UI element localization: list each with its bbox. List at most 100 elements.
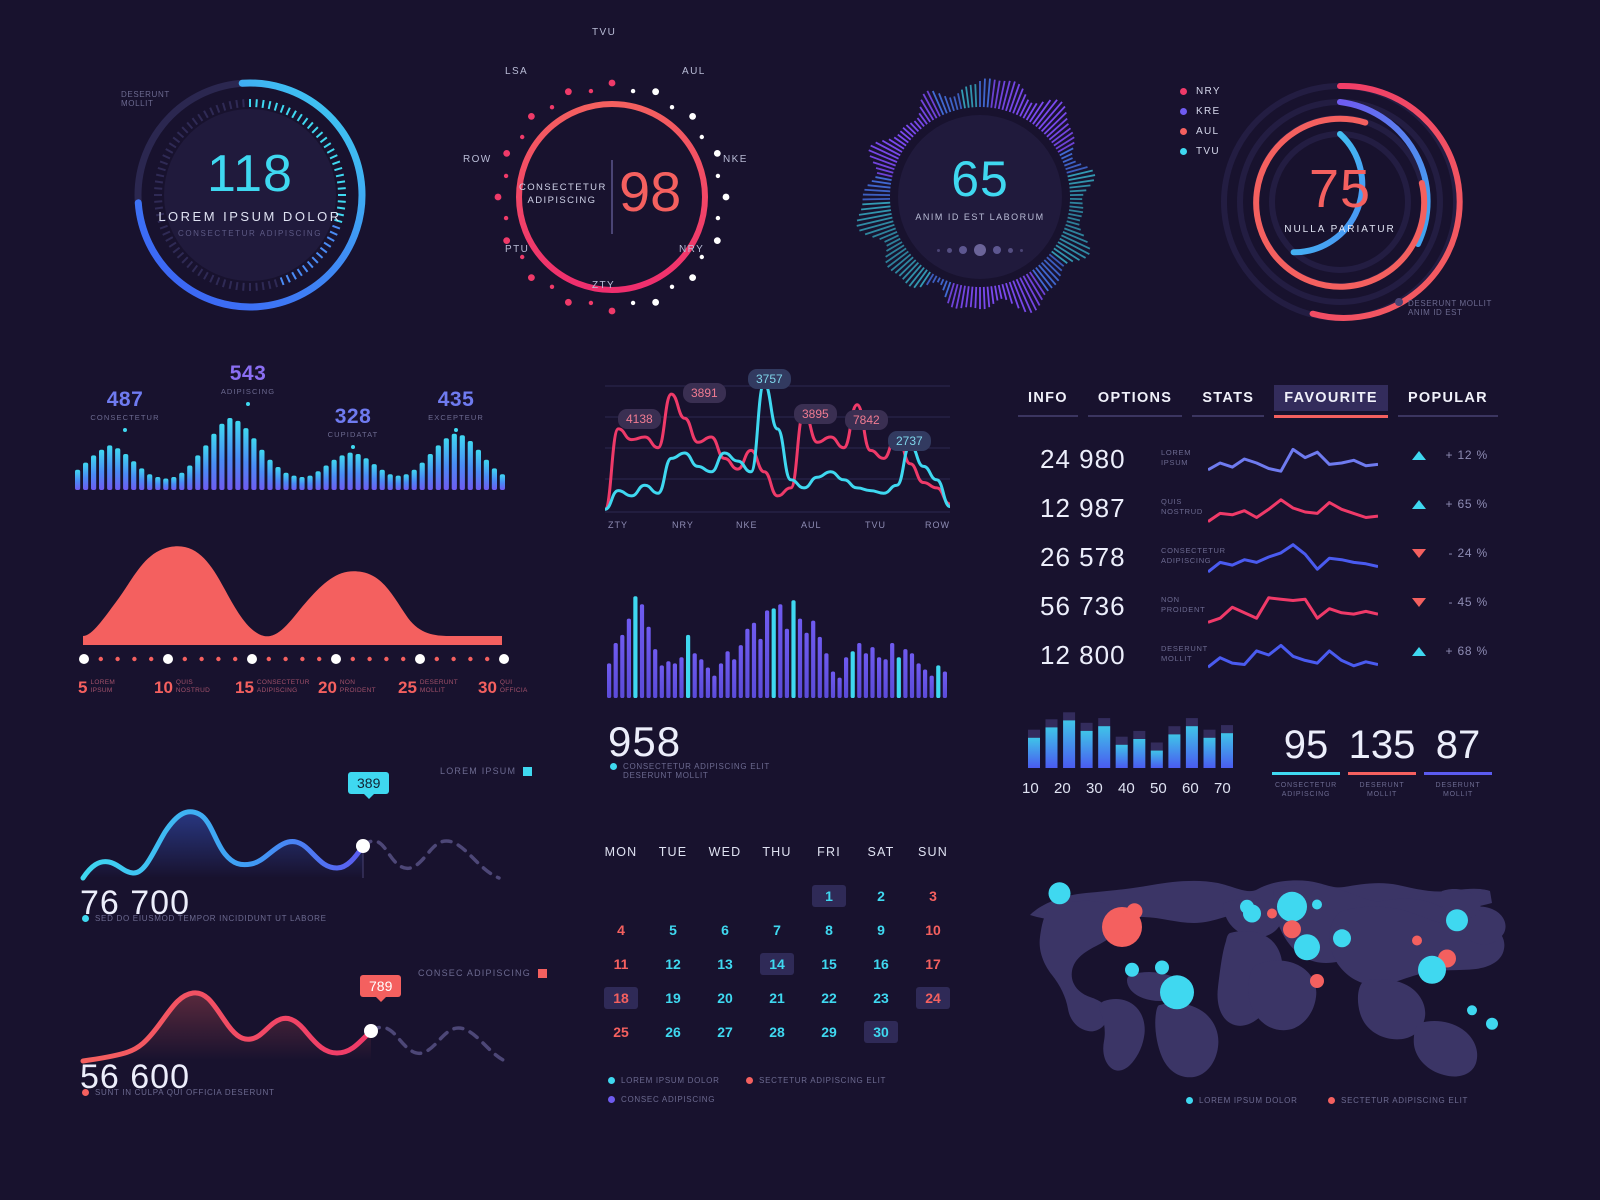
gauge-98[interactable]: CONSECTETUR ADIPISCING 98 TVU AUL NKE NR… [463, 27, 746, 322]
gauge-98-label: CONSECTETUR ADIPISCING [519, 182, 607, 206]
equalizer-chart-svg [607, 596, 947, 698]
gauge-98-tick-ZTY: ZTY [592, 280, 616, 291]
gauge-75[interactable]: 75 NULLA PARIATUR NRY KRE AUL TVU DESERU… [1180, 72, 1491, 332]
calendar-day-30[interactable]: 30 [864, 1021, 898, 1043]
gauge-75-legend-item[interactable]: KRE [1180, 106, 1221, 117]
timeline-dots[interactable] [78, 652, 510, 664]
annotation-3757[interactable]: 3757 [748, 369, 791, 389]
trend-red-badge[interactable]: 789 [360, 975, 402, 1002]
timeline-item-0[interactable]: 5 LOREM IPSUM [78, 678, 116, 697]
peak-dot-icon [454, 428, 458, 432]
tab-stats[interactable]: STATS [1192, 385, 1265, 418]
tab-info[interactable]: INFO [1018, 385, 1078, 418]
stat-row[interactable]: 56 736 NON PROIDENT - 45 % [1018, 587, 1498, 635]
calendar-day-24[interactable]: 24 [916, 987, 950, 1009]
tab-options[interactable]: OPTIONS [1087, 385, 1183, 418]
gauge-98-tick-NKE: NKE [723, 154, 748, 165]
wave-bar-chart[interactable] [75, 418, 505, 490]
calendar-legend-item-1[interactable]: SECTETUR ADIPISCING ELIT [746, 1076, 886, 1085]
stat-row[interactable]: 26 578 CONSECTETUR ADIPISCING - 24 % [1018, 538, 1498, 586]
gauge-75-legend-item[interactable]: AUL [1180, 126, 1221, 137]
calendar-day-14[interactable]: 14 [760, 953, 794, 975]
world-map[interactable] [1012, 855, 1512, 1080]
calendar-day-25[interactable]: 25 [613, 1024, 629, 1040]
stat-row[interactable]: 24 980 LOREM IPSUM + 12 % [1018, 440, 1498, 488]
timeline-item-5[interactable]: 30 QUI OFFICIA [478, 678, 528, 697]
calendar-day-9[interactable]: 9 [877, 922, 885, 938]
calendar-day-21[interactable]: 21 [769, 990, 785, 1006]
timeline-item-1[interactable]: 10 QUIS NOSTRUD [154, 678, 211, 697]
calendar-legend-item-2[interactable]: CONSEC ADIPISCING [608, 1095, 968, 1104]
gauge-75-center: 75 NULLA PARIATUR [1210, 162, 1470, 235]
calendar-day-18[interactable]: 18 [604, 987, 638, 1009]
trend-cyan-badge[interactable]: 389 [348, 772, 390, 799]
calendar-day-20[interactable]: 20 [717, 990, 733, 1006]
calendar-day-16[interactable]: 16 [873, 956, 889, 972]
gauge-75-legend-item[interactable]: TVU [1180, 146, 1221, 157]
trend-cyan-legend: LOREM IPSUM [440, 766, 533, 777]
gauge-118[interactable]: 118 LOREM IPSUM DOLOR CONSECTETUR ADIPIS… [121, 70, 375, 320]
calendar-header-tue: TUE [658, 845, 688, 859]
calendar-day-8[interactable]: 8 [825, 922, 833, 938]
tab-popular[interactable]: POPULAR [1397, 385, 1498, 418]
kpi-135[interactable]: 135 DESERUNT MOLLIT [1348, 723, 1416, 799]
timeline-item-4[interactable]: 25 DESERUNT MOLLIT [398, 678, 459, 697]
gauge-75-value: 75 [1308, 159, 1372, 219]
calendar-legend-item-0[interactable]: LOREM IPSUM DOLOR [608, 1076, 720, 1085]
annotation-7842[interactable]: 7842 [845, 410, 888, 430]
calendar-day-1[interactable]: 1 [812, 885, 846, 907]
trend-red-chart[interactable] [75, 965, 515, 1075]
calendar-day-13[interactable]: 13 [717, 956, 733, 972]
calendar-day-15[interactable]: 15 [821, 956, 837, 972]
tab-favourite[interactable]: FAVOURITE [1274, 385, 1388, 418]
map-legend-item-0[interactable]: LOREM IPSUM DOLOR [1186, 1096, 1298, 1105]
world-map-bubbles[interactable] [1048, 882, 1499, 1030]
gauge-75-legend-item[interactable]: NRY [1180, 86, 1221, 97]
legend-swatch-icon [523, 767, 533, 777]
calendar-day-27[interactable]: 27 [717, 1024, 733, 1040]
calendar[interactable]: MON TUE WED THU FRI SAT SUN 1 2 3 4 5 6 7 8 9 10 11 12 13 1… [595, 845, 965, 1075]
calendar-header-wed: WED [708, 845, 742, 859]
timeline-item-2[interactable]: 15 CONSECTETUR ADIPISCING [235, 678, 310, 697]
calendar-day-4[interactable]: 4 [617, 922, 625, 938]
gauge-98-tick-NRY: NRY [679, 244, 705, 255]
kpi-87[interactable]: 87 DESERUNT MOLLIT [1418, 725, 1498, 799]
annotation-4138[interactable]: 4138 [618, 409, 661, 429]
map-legend-item-1[interactable]: SECTETUR ADIPISCING ELIT [1328, 1096, 1468, 1105]
annotation-3891[interactable]: 3891 [683, 383, 726, 403]
gauge-65-title: ANIM ID EST LABORUM [915, 212, 1045, 222]
red-area-chart[interactable] [78, 540, 510, 645]
calendar-day-6[interactable]: 6 [721, 922, 729, 938]
calendar-day-22[interactable]: 22 [821, 990, 837, 1006]
tab-bar[interactable]: INFO OPTIONS STATS FAVOURITE POPULAR [1018, 385, 1498, 418]
calendar-day-12[interactable]: 12 [665, 956, 681, 972]
calendar-day-7[interactable]: 7 [773, 922, 781, 938]
stat-row[interactable]: 12 800 DESERUNT MOLLIT + 68 % [1018, 636, 1498, 684]
gauge-65[interactable]: 65 ANIM ID EST LABORUM [855, 72, 1105, 322]
calendar-day-17[interactable]: 17 [925, 956, 941, 972]
calendar-day-28[interactable]: 28 [769, 1024, 785, 1040]
calendar-day-2[interactable]: 2 [877, 888, 885, 904]
gauge-65-svg [856, 78, 1096, 314]
gauge-118-title: LOREM IPSUM DOLOR [158, 209, 342, 224]
mini-bars-chart[interactable] [1028, 710, 1233, 772]
timeline-item-3[interactable]: 20 NON PROIDENT [318, 678, 376, 697]
calendar-day-19[interactable]: 19 [665, 990, 681, 1006]
kpi-95[interactable]: 95 CONSECTETUR ADIPISCING [1266, 725, 1346, 799]
trend-cyan-chart[interactable] [75, 780, 515, 890]
calendar-day-29[interactable]: 29 [821, 1024, 837, 1040]
equalizer-chart[interactable] [607, 586, 947, 706]
calendar-day-26[interactable]: 26 [665, 1024, 681, 1040]
annotation-3895[interactable]: 3895 [794, 404, 837, 424]
wave-peak-2: 328 CUPIDATAT [303, 405, 403, 449]
stat-row-sparkline [1208, 543, 1378, 574]
annotation-2737[interactable]: 2737 [888, 431, 931, 451]
calendar-day-11[interactable]: 11 [613, 956, 629, 972]
stat-rows[interactable]: 24 980 LOREM IPSUM + 12 % 12 987 QUIS NOST… [1018, 440, 1498, 690]
calendar-day-5[interactable]: 5 [669, 922, 677, 938]
calendar-day-10[interactable]: 10 [925, 922, 941, 938]
calendar-day-3[interactable]: 3 [929, 888, 937, 904]
stat-row[interactable]: 12 987 QUIS NOSTRUD + 65 % [1018, 489, 1498, 537]
gauge-65-pager-dots[interactable] [930, 244, 1030, 256]
calendar-day-23[interactable]: 23 [873, 990, 889, 1006]
